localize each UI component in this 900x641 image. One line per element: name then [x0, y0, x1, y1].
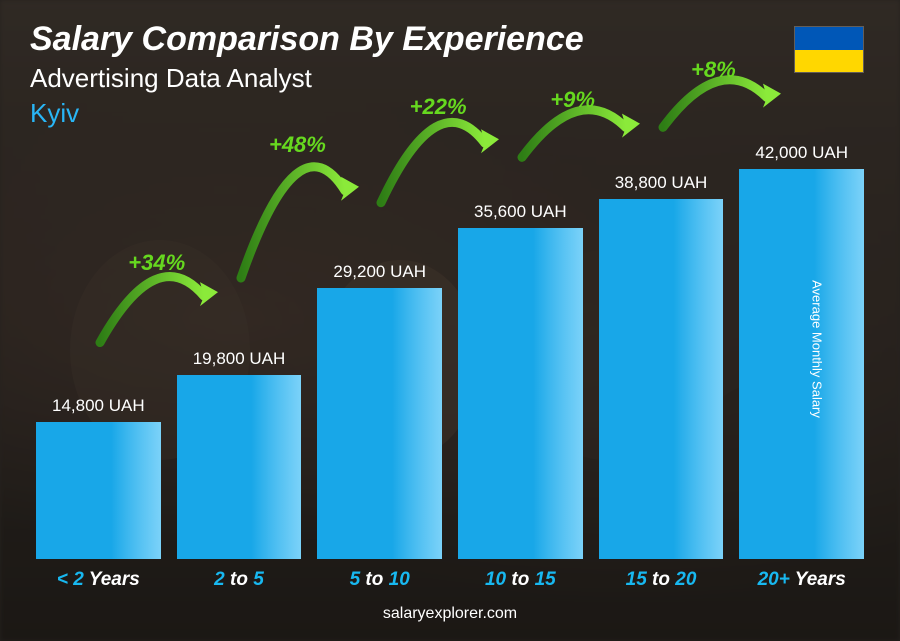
flag-top-stripe [795, 27, 863, 50]
city-label: Kyiv [30, 98, 794, 129]
title-block: Salary Comparison By Experience Advertis… [30, 20, 794, 129]
bar-column: +22%35,600 UAH [458, 202, 583, 559]
x-axis-label: 20+ Years [739, 569, 864, 591]
bar-chart: 14,800 UAH+34%19,800 UAH+48%29,200 UAH+2… [30, 139, 870, 559]
job-title: Advertising Data Analyst [30, 63, 794, 94]
bar-value-label: 42,000 UAH [755, 143, 848, 163]
percent-increase-label: +34% [128, 250, 185, 276]
bar [599, 199, 724, 559]
bar-column: +48%29,200 UAH [317, 262, 442, 559]
bar [36, 422, 161, 559]
header: Salary Comparison By Experience Advertis… [30, 20, 870, 129]
infographic-container: Salary Comparison By Experience Advertis… [0, 0, 900, 641]
bars-row: 14,800 UAH+34%19,800 UAH+48%29,200 UAH+2… [30, 139, 870, 559]
page-title: Salary Comparison By Experience [30, 20, 794, 59]
y-axis-label: Average Monthly Salary [810, 280, 825, 418]
bar-value-label: 38,800 UAH [615, 173, 708, 193]
bar-column: +8%42,000 UAH [739, 143, 864, 559]
bar-column: 14,800 UAH [36, 396, 161, 559]
bar [458, 228, 583, 559]
bar-column: +34%19,800 UAH [177, 349, 302, 559]
flag-ukraine [794, 26, 864, 73]
bar [177, 375, 302, 559]
bar-column: +9%38,800 UAH [599, 173, 724, 559]
bar-value-label: 29,200 UAH [333, 262, 426, 282]
percent-increase-label: +48% [269, 132, 326, 158]
increase-arc: +34% [92, 285, 222, 347]
x-axis: < 2 Years 2 to 5 5 to 10 10 to 15 15 to 20 20… [30, 559, 870, 591]
bar [317, 288, 442, 559]
bar-value-label: 14,800 UAH [52, 396, 145, 416]
footer-credit: salaryexplorer.com [30, 605, 870, 623]
x-axis-label: 2 to 5 [177, 569, 302, 591]
x-axis-label: 5 to 10 [317, 569, 442, 591]
x-axis-label: 15 to 20 [599, 569, 724, 591]
x-axis-label: < 2 Years [36, 569, 161, 591]
x-axis-label: 10 to 15 [458, 569, 583, 591]
flag-bottom-stripe [795, 50, 863, 73]
bar-value-label: 19,800 UAH [193, 349, 286, 369]
bar-value-label: 35,600 UAH [474, 202, 567, 222]
bar [739, 169, 864, 559]
increase-arc: +22% [373, 138, 503, 207]
